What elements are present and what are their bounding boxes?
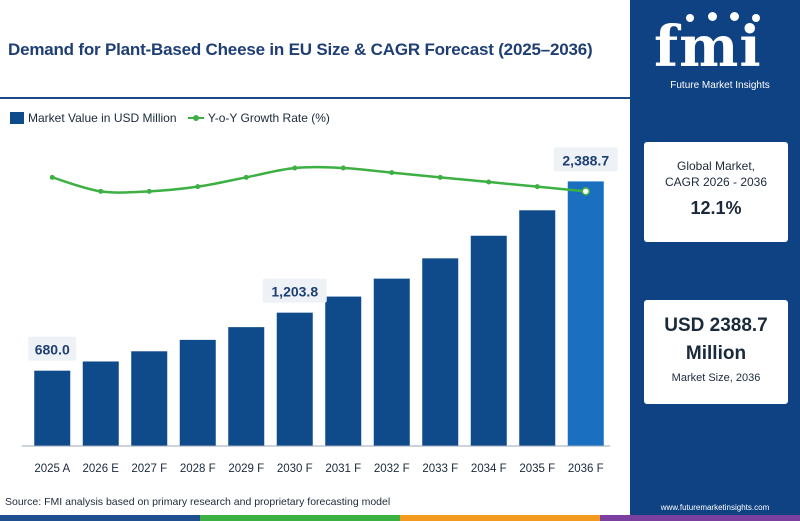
market-size-card: USD 2388.7 Million Market Size, 2036 (644, 300, 788, 404)
growth-rate-point (98, 188, 104, 194)
growth-rate-point (581, 187, 590, 196)
cagr-card: Global Market, CAGR 2026 - 2036 12.1% (644, 142, 788, 242)
market-size-label: Market Size, 2036 (671, 372, 761, 384)
bar-2028-f (179, 339, 216, 446)
growth-rate-point (146, 188, 152, 194)
x-tick-label: 2034 F (471, 463, 507, 475)
sidebar: fmi Future Market Insights Global Market… (630, 0, 800, 521)
x-tick-label: 2027 F (131, 463, 167, 475)
cagr-label-line1: Global Market, (676, 159, 756, 173)
bar-2031-f (325, 296, 362, 446)
x-tick-label: 2026 E (83, 463, 120, 475)
data-label: 2,388.7 (562, 152, 609, 168)
bar-2033-f (422, 258, 459, 446)
growth-rate-point (195, 184, 201, 190)
growth-rate-point (49, 174, 55, 180)
logo-subtitle: Future Market Insights (670, 80, 770, 91)
market-size-value-line1: USD 2388.7 (664, 315, 768, 336)
logo-dot-icon (752, 14, 760, 22)
x-tick-label: 2028 F (180, 463, 216, 475)
data-label-background (553, 147, 618, 172)
bar-2036-f (567, 181, 604, 447)
bar-2030-f (276, 312, 313, 446)
chart-panel: Demand for Plant-Based Cheese in EU Size… (0, 40, 630, 508)
bar-2035-f (519, 210, 556, 446)
growth-rate-point (340, 165, 346, 171)
chart-title: Demand for Plant-Based Cheese in EU Size… (8, 40, 593, 59)
fmi-logo (644, 8, 789, 98)
legend-item-market-value: Market Value in USD Million (10, 111, 177, 125)
growth-rate-point (437, 174, 443, 180)
legend-bar-swatch (10, 112, 24, 124)
bar-2032-f (373, 278, 410, 446)
website-link[interactable]: www.futuremarketinsights.com (660, 503, 770, 512)
source-note: Source: FMI analysis based on primary re… (5, 496, 391, 508)
growth-rate-point (486, 179, 492, 185)
data-label: 1,203.8 (271, 284, 318, 300)
legend-label-growth-rate: Y-o-Y Growth Rate (%) (207, 111, 330, 125)
cagr-label: Global Market, CAGR 2026 - 2036 (644, 158, 788, 190)
legend-line-swatch (187, 112, 204, 124)
title-divider (0, 97, 630, 99)
logo-dot-icon (730, 12, 739, 21)
x-tick-label: 2030 F (277, 463, 313, 475)
cagr-label-line2: CAGR 2026 - 2036 (664, 175, 768, 189)
bar-2026-e (82, 361, 119, 446)
legend-label-market-value: Market Value in USD Million (28, 111, 177, 125)
logo-wordmark: fmi (654, 14, 762, 80)
x-tick-label: 2029 F (228, 463, 264, 475)
x-tick-label: 2025 A (34, 463, 70, 475)
market-size-value-line2: Million (685, 343, 747, 364)
x-tick-label: 2033 F (422, 463, 458, 475)
growth-rate-point (389, 170, 395, 176)
data-label-background (28, 336, 77, 361)
logo-dot-icon (708, 12, 717, 21)
growth-rate-line (51, 165, 586, 194)
x-tick-label: 2032 F (374, 463, 410, 475)
data-label: 680.0 (35, 342, 70, 358)
legend-item-growth-rate: Y-o-Y Growth Rate (%) (187, 111, 330, 125)
bar-2034-f (470, 235, 507, 446)
cagr-value: 12.1% (690, 198, 742, 218)
bar-2027-f (131, 351, 168, 446)
x-tick-label: 2035 F (519, 463, 555, 475)
x-tick-label: 2036 F (568, 463, 604, 475)
chart-plot: 2025 A 2026 E 2027 F 2028 F 2029 F 2030 F 2031… (22, 147, 618, 475)
growth-rate-point (292, 165, 298, 171)
growth-rate-point (243, 174, 249, 180)
growth-rate-point (534, 184, 540, 190)
x-tick-label: 2031 F (325, 463, 361, 475)
chart-legend: Market Value in USD Million Y-o-Y Growth… (10, 111, 338, 127)
bar-2029-f (228, 327, 265, 446)
market-size-value: USD 2388.7 Million (644, 312, 788, 368)
bottom-color-strip (0, 515, 800, 521)
data-label-background (262, 278, 327, 303)
bar-2025-a (34, 370, 71, 446)
logo-dot-icon (686, 14, 694, 22)
